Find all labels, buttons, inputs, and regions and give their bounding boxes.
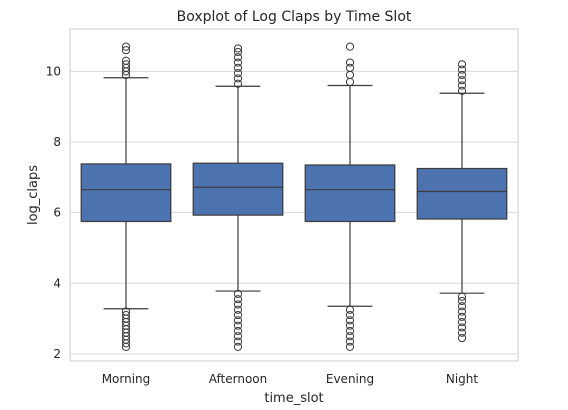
- outlier-point: [457, 296, 467, 306]
- x-axis-ticks: Morning Afternoon Evening Night: [102, 372, 479, 386]
- outlier-point: [345, 305, 355, 314]
- x-tick-label: Evening: [326, 372, 374, 386]
- outlier-point: [345, 342, 355, 351]
- outlier-point: [121, 60, 131, 69]
- outlier-point: [233, 310, 243, 320]
- outlier-point: [457, 60, 467, 69]
- outlier-point: [233, 342, 243, 351]
- outlier-point: [457, 86, 467, 95]
- outlier-point: [457, 76, 467, 85]
- outlier-point: [457, 65, 467, 74]
- outlier-point: [345, 58, 355, 67]
- outlier-point: [457, 70, 467, 80]
- outlier-point: [233, 295, 243, 304]
- outlier-point: [457, 81, 467, 90]
- x-tick-label: Afternoon: [209, 372, 268, 386]
- x-axis-label: time_slot: [264, 391, 323, 406]
- box-group: [304, 42, 396, 351]
- outlier-point: [121, 46, 131, 55]
- outlier-point: [233, 53, 243, 62]
- outlier-point: [233, 58, 243, 67]
- y-tick-label: 2: [53, 347, 61, 361]
- y-tick-label: 6: [53, 206, 61, 220]
- outlier-point: [233, 326, 243, 336]
- chart-title: Boxplot of Log Claps by Time Slot: [177, 9, 412, 25]
- box-iqr: [416, 167, 508, 220]
- box-iqr: [304, 164, 396, 223]
- outlier-point: [121, 307, 131, 316]
- outlier-point: [233, 321, 243, 330]
- outlier-point: [233, 74, 243, 83]
- y-axis-label: log_claps: [26, 165, 41, 225]
- outlier-point: [233, 63, 243, 72]
- outlier-point: [233, 300, 243, 309]
- outlier-point: [457, 312, 467, 321]
- outlier-point: [457, 307, 467, 316]
- outlier-point: [233, 305, 243, 314]
- outlier-point: [457, 292, 467, 301]
- outlier-point: [121, 56, 131, 65]
- y-tick-label: 4: [53, 276, 61, 290]
- outlier-point: [457, 302, 467, 311]
- box-iqr: [80, 163, 172, 223]
- y-tick-label: 10: [46, 64, 61, 78]
- box-group: [192, 44, 284, 351]
- outlier-point: [121, 310, 131, 320]
- x-tick-label: Night: [446, 372, 479, 386]
- outlier-point: [233, 79, 243, 88]
- box-group: [80, 42, 172, 351]
- outlier-point: [233, 316, 243, 325]
- outlier-point: [345, 310, 355, 320]
- outlier-point: [345, 42, 355, 51]
- outlier-point: [233, 337, 243, 346]
- outlier-point: [345, 316, 355, 325]
- outlier-point: [345, 63, 355, 72]
- outlier-point: [457, 318, 467, 327]
- outlier-point: [233, 332, 243, 341]
- box-iqr: [192, 162, 284, 216]
- outlier-point: [233, 289, 243, 298]
- outlier-point: [345, 326, 355, 336]
- box-group: [416, 60, 508, 343]
- outlier-point: [345, 321, 355, 330]
- outlier-point: [121, 42, 131, 51]
- outlier-point: [457, 328, 467, 337]
- x-tick-label: Morning: [102, 372, 151, 386]
- outlier-point: [233, 47, 243, 57]
- y-tick-label: 8: [53, 135, 61, 149]
- outlier-point: [345, 337, 355, 346]
- y-axis-ticks: 2 4 6 8 10: [46, 64, 61, 361]
- outlier-point: [457, 333, 467, 343]
- outlier-point: [233, 44, 243, 53]
- boxes: [80, 42, 508, 351]
- outlier-point: [345, 332, 355, 341]
- outlier-point: [233, 69, 243, 78]
- outlier-point: [457, 323, 467, 332]
